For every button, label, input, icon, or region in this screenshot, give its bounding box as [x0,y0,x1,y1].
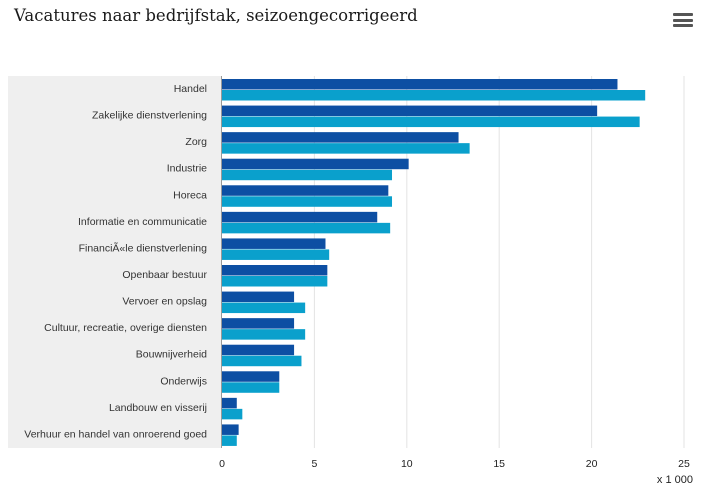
x-tick-label: 10 [401,458,413,470]
bars [222,79,646,446]
category-label: Openbaar bestuur [122,269,207,281]
bar[interactable] [222,329,306,340]
category-label: Zorg [185,136,207,148]
x-axis-unit: x 1 000 [656,474,693,486]
bar[interactable] [222,344,295,356]
category-label: Zakelijke dienstverlening [92,110,207,122]
x-tick-label: 25 [678,458,690,470]
bar[interactable] [222,265,328,276]
x-tick-label: 15 [493,458,505,470]
bar[interactable] [222,238,326,249]
category-label-background [8,76,221,448]
category-label: Informatie en communicatie [78,216,207,228]
bar[interactable] [222,291,295,303]
category-label: Industrie [167,163,207,175]
bar[interactable] [222,408,243,420]
bar[interactable] [222,355,302,367]
hamburger-menu-icon[interactable] [673,13,693,29]
bar[interactable] [222,90,646,101]
bar[interactable] [222,105,598,117]
gridlines [313,76,685,448]
bar[interactable] [222,211,378,223]
bar[interactable] [222,169,393,181]
category-labels: Handel Zakelijke dienstverlening Zorg Indus… [24,83,207,440]
category-label: Vervoer en opslag [122,296,207,308]
category-label: Onderwijs [160,375,207,387]
bar[interactable] [222,276,328,287]
category-label: Landbouw en visserij [109,402,207,414]
category-label: Cultuur, recreatie, overige diensten [44,322,207,334]
bar[interactable] [222,424,239,435]
x-tick-label: 0 [219,458,225,470]
category-label: Verhuur en handel van onroerend goed [24,428,207,440]
menu-line [673,18,693,22]
x-tick-label: 20 [586,458,598,470]
chart-title: Vacatures naar bedrijfstak, seizoengecor… [14,6,418,25]
bar[interactable] [222,196,393,207]
bar[interactable] [222,397,237,409]
bar[interactable] [222,435,237,446]
bar[interactable] [222,222,391,234]
category-label: Handel [174,83,207,95]
x-tick-labels: 0 5 10 15 20 25 [219,458,690,470]
bar[interactable] [222,302,306,314]
bar[interactable] [222,132,459,143]
bar[interactable] [222,318,295,329]
bar[interactable] [222,79,618,90]
bar[interactable] [222,382,280,393]
x-tick-label: 5 [311,458,317,470]
category-label: FinanciÃ«le dienstverlening [79,241,208,254]
category-label: Bouwnijverheid [136,349,207,361]
bar[interactable] [222,158,409,170]
bar[interactable] [222,249,330,260]
bar[interactable] [222,371,280,382]
bar[interactable] [222,116,640,128]
menu-line [673,24,693,27]
category-label: Horeca [173,189,207,201]
bar[interactable] [222,185,389,196]
menu-line [673,13,693,16]
bar[interactable] [222,143,470,154]
